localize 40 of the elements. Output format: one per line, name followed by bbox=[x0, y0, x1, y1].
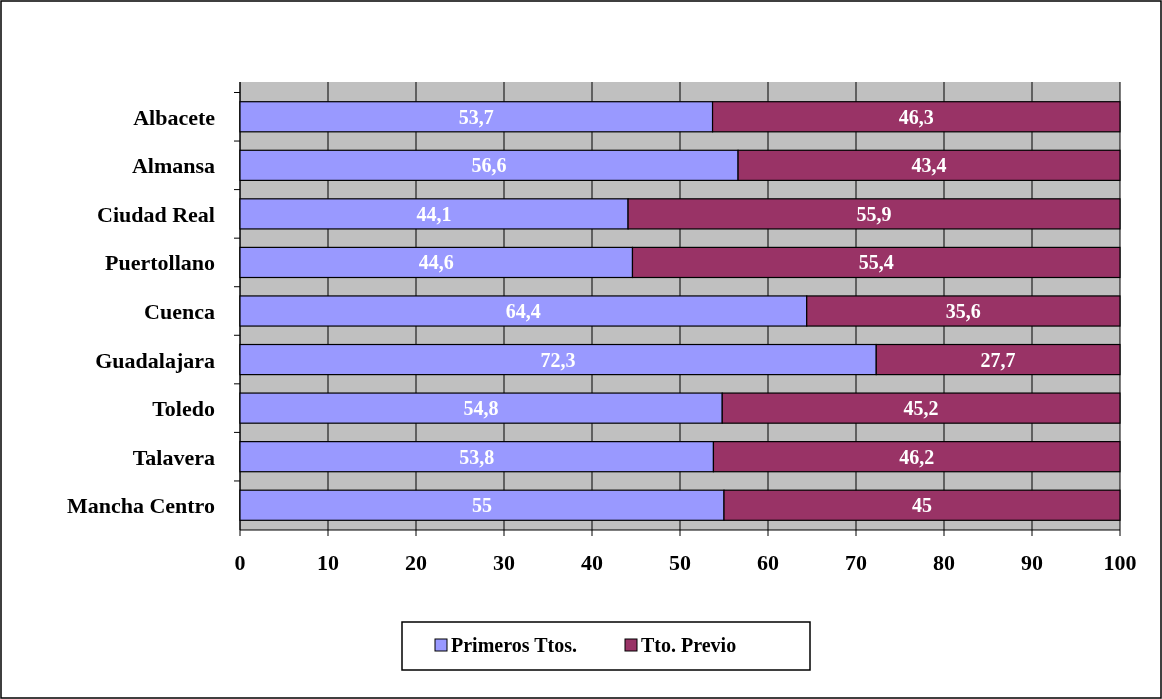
x-tick-label: 50 bbox=[669, 550, 691, 575]
x-tick-label: 70 bbox=[845, 550, 867, 575]
x-tick-label: 90 bbox=[1021, 550, 1043, 575]
y-tick-label: Guadalajara bbox=[95, 347, 215, 373]
data-label: 53,7 bbox=[458, 105, 494, 128]
y-tick-label: Toledo bbox=[152, 396, 215, 422]
x-tick-label: 20 bbox=[405, 550, 427, 575]
x-tick-label: 100 bbox=[1103, 550, 1137, 575]
data-label: 55 bbox=[472, 494, 492, 517]
legend-label: Primeros Ttos. bbox=[451, 634, 577, 656]
data-label: 56,6 bbox=[471, 154, 507, 177]
x-tick-label: 60 bbox=[757, 550, 779, 575]
y-tick-label: Almansa bbox=[131, 153, 215, 179]
data-label: 64,4 bbox=[505, 300, 541, 322]
y-tick-label: Ciudad Real bbox=[97, 201, 215, 227]
data-label: 46,2 bbox=[899, 445, 935, 468]
data-label: 27,7 bbox=[980, 348, 1016, 371]
data-label: 46,3 bbox=[898, 105, 934, 128]
x-tick-label: 40 bbox=[581, 550, 603, 575]
data-label: 72,3 bbox=[540, 348, 576, 371]
x-tick-label: 10 bbox=[317, 550, 339, 575]
y-tick-label: Albacete bbox=[133, 104, 216, 130]
y-tick-label: Mancha Centro bbox=[66, 493, 215, 519]
data-label: 44,6 bbox=[418, 251, 454, 274]
data-label: 54,8 bbox=[463, 397, 499, 420]
x-tick-label: 80 bbox=[933, 550, 955, 575]
data-label: 44,1 bbox=[416, 202, 452, 225]
data-label: 55,9 bbox=[856, 202, 892, 225]
x-tick-label: 0 bbox=[234, 550, 246, 575]
data-label: 43,4 bbox=[911, 154, 947, 177]
data-label: 53,8 bbox=[459, 445, 495, 468]
data-label: 45,2 bbox=[903, 397, 939, 420]
legend-label: Tto. Previo bbox=[641, 634, 737, 656]
y-tick-label: Cuenca bbox=[144, 299, 215, 324]
data-label: 45 bbox=[912, 494, 932, 517]
y-tick-label: Puertollano bbox=[105, 250, 215, 276]
data-label: 55,4 bbox=[858, 251, 894, 274]
x-tick-label: 30 bbox=[493, 550, 515, 575]
data-label: 35,6 bbox=[945, 300, 981, 322]
y-tick-label: Talavera bbox=[132, 444, 215, 470]
